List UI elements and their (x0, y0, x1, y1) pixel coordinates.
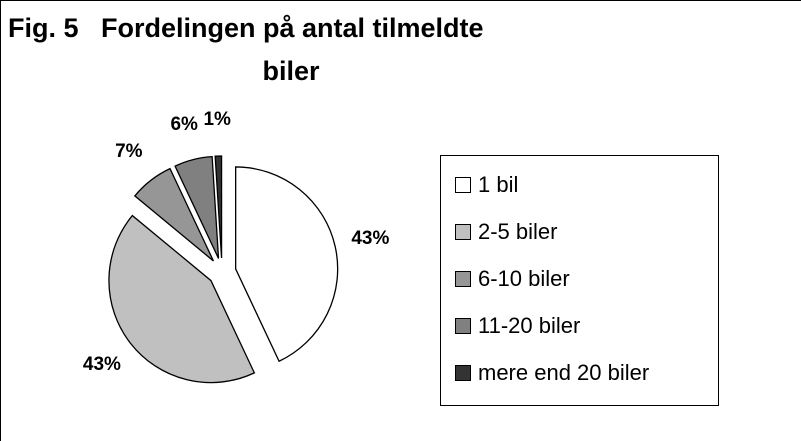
value-label: 6% (170, 114, 198, 135)
pie-slice (108, 214, 256, 384)
legend-label: 6-10 biler (478, 266, 570, 291)
legend-swatch (455, 318, 471, 334)
legend-label: 1 bil (478, 172, 518, 197)
legend-label: mere end 20 biler (478, 360, 649, 385)
pie-slice (214, 155, 223, 259)
legend-swatch (455, 177, 471, 193)
value-label: 43% (351, 228, 389, 249)
legend-box (440, 155, 719, 406)
value-label: 43% (83, 354, 121, 375)
legend-label: 11-20 biler (478, 313, 580, 338)
legend-swatch (455, 365, 471, 381)
chart-title: Fig. 5 Fordelingen på antal tilmeldte (8, 13, 484, 43)
legend-swatch (455, 271, 471, 287)
pie-slice (174, 155, 220, 259)
legend-swatch (455, 224, 471, 240)
legend-label: 2-5 biler (478, 219, 557, 244)
value-label: 1% (203, 109, 231, 130)
pie-slice (133, 167, 215, 262)
pie-slice (235, 166, 339, 363)
chart-title: biler (262, 56, 320, 86)
value-label: 7% (115, 141, 143, 162)
